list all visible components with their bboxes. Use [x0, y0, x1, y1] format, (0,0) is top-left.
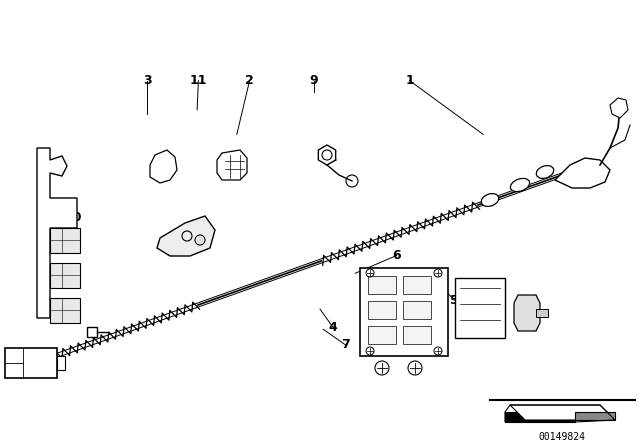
Text: 00149824: 00149824	[538, 432, 586, 442]
Bar	[5, 348, 57, 378]
Text: 7: 7	[341, 338, 350, 352]
Text: 8: 8	[482, 307, 491, 320]
Polygon shape	[157, 216, 215, 256]
Text: 5: 5	[450, 293, 459, 307]
Polygon shape	[37, 148, 77, 318]
Polygon shape	[575, 412, 615, 420]
Text: 2: 2	[245, 74, 254, 87]
Polygon shape	[150, 150, 177, 183]
Text: 11: 11	[189, 74, 207, 87]
Bar	[50, 263, 80, 288]
Ellipse shape	[536, 166, 554, 178]
Bar	[536, 309, 548, 317]
Text: 3: 3	[143, 74, 152, 87]
Polygon shape	[510, 405, 615, 420]
Bar	[368, 301, 396, 319]
Polygon shape	[514, 295, 540, 331]
Bar	[57, 356, 65, 370]
Bar	[87, 327, 97, 337]
Bar	[455, 278, 505, 338]
Bar	[403, 301, 431, 319]
Ellipse shape	[510, 178, 530, 192]
Bar	[368, 276, 396, 294]
Text: 9: 9	[309, 74, 318, 87]
Bar	[50, 298, 80, 323]
Bar	[368, 326, 396, 344]
Bar	[50, 228, 80, 253]
Text: 10: 10	[65, 211, 83, 224]
Bar	[403, 326, 431, 344]
Polygon shape	[555, 158, 610, 188]
Bar	[403, 276, 431, 294]
Text: 1: 1	[405, 74, 414, 87]
Ellipse shape	[481, 194, 499, 207]
Polygon shape	[505, 412, 575, 422]
Text: 4: 4	[328, 320, 337, 334]
Text: 6: 6	[392, 249, 401, 262]
Polygon shape	[610, 98, 628, 118]
Polygon shape	[217, 150, 247, 180]
Bar	[360, 268, 448, 356]
